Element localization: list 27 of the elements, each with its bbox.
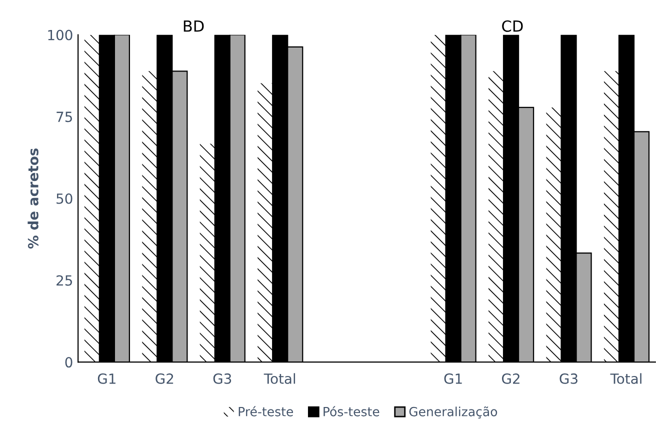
bar [258, 83, 273, 362]
bar [84, 34, 100, 362]
bar [604, 71, 619, 362]
bar [488, 71, 504, 362]
x-tick-label: G2 [156, 373, 174, 384]
bar [546, 107, 562, 362]
y-tick-label: 25 [56, 275, 72, 286]
bar [430, 34, 446, 362]
y-tick-label: 75 [56, 112, 72, 122]
x-tick-label: Total [610, 373, 642, 384]
legend-label: Pós-teste [324, 406, 380, 416]
x-tick-label: G1 [444, 373, 462, 384]
x-tick-label: G2 [502, 373, 520, 384]
bar [142, 71, 158, 362]
x-tick-label: G1 [98, 373, 116, 384]
x-tick-label: G3 [213, 373, 232, 384]
x-tick-label: Total [264, 373, 296, 384]
legend-label: Pré-teste [238, 406, 294, 416]
y-axis-title: % de acretos [28, 148, 38, 249]
y-tick-label: 100 [48, 30, 72, 40]
legend-label: Generalização [409, 406, 498, 419]
y-tick-label: 0 [65, 357, 72, 368]
x-tick-label: G3 [560, 373, 578, 384]
text: CD [502, 20, 523, 32]
text: BD [184, 20, 204, 32]
y-tick-label: 50 [56, 193, 72, 204]
bar [200, 144, 215, 362]
